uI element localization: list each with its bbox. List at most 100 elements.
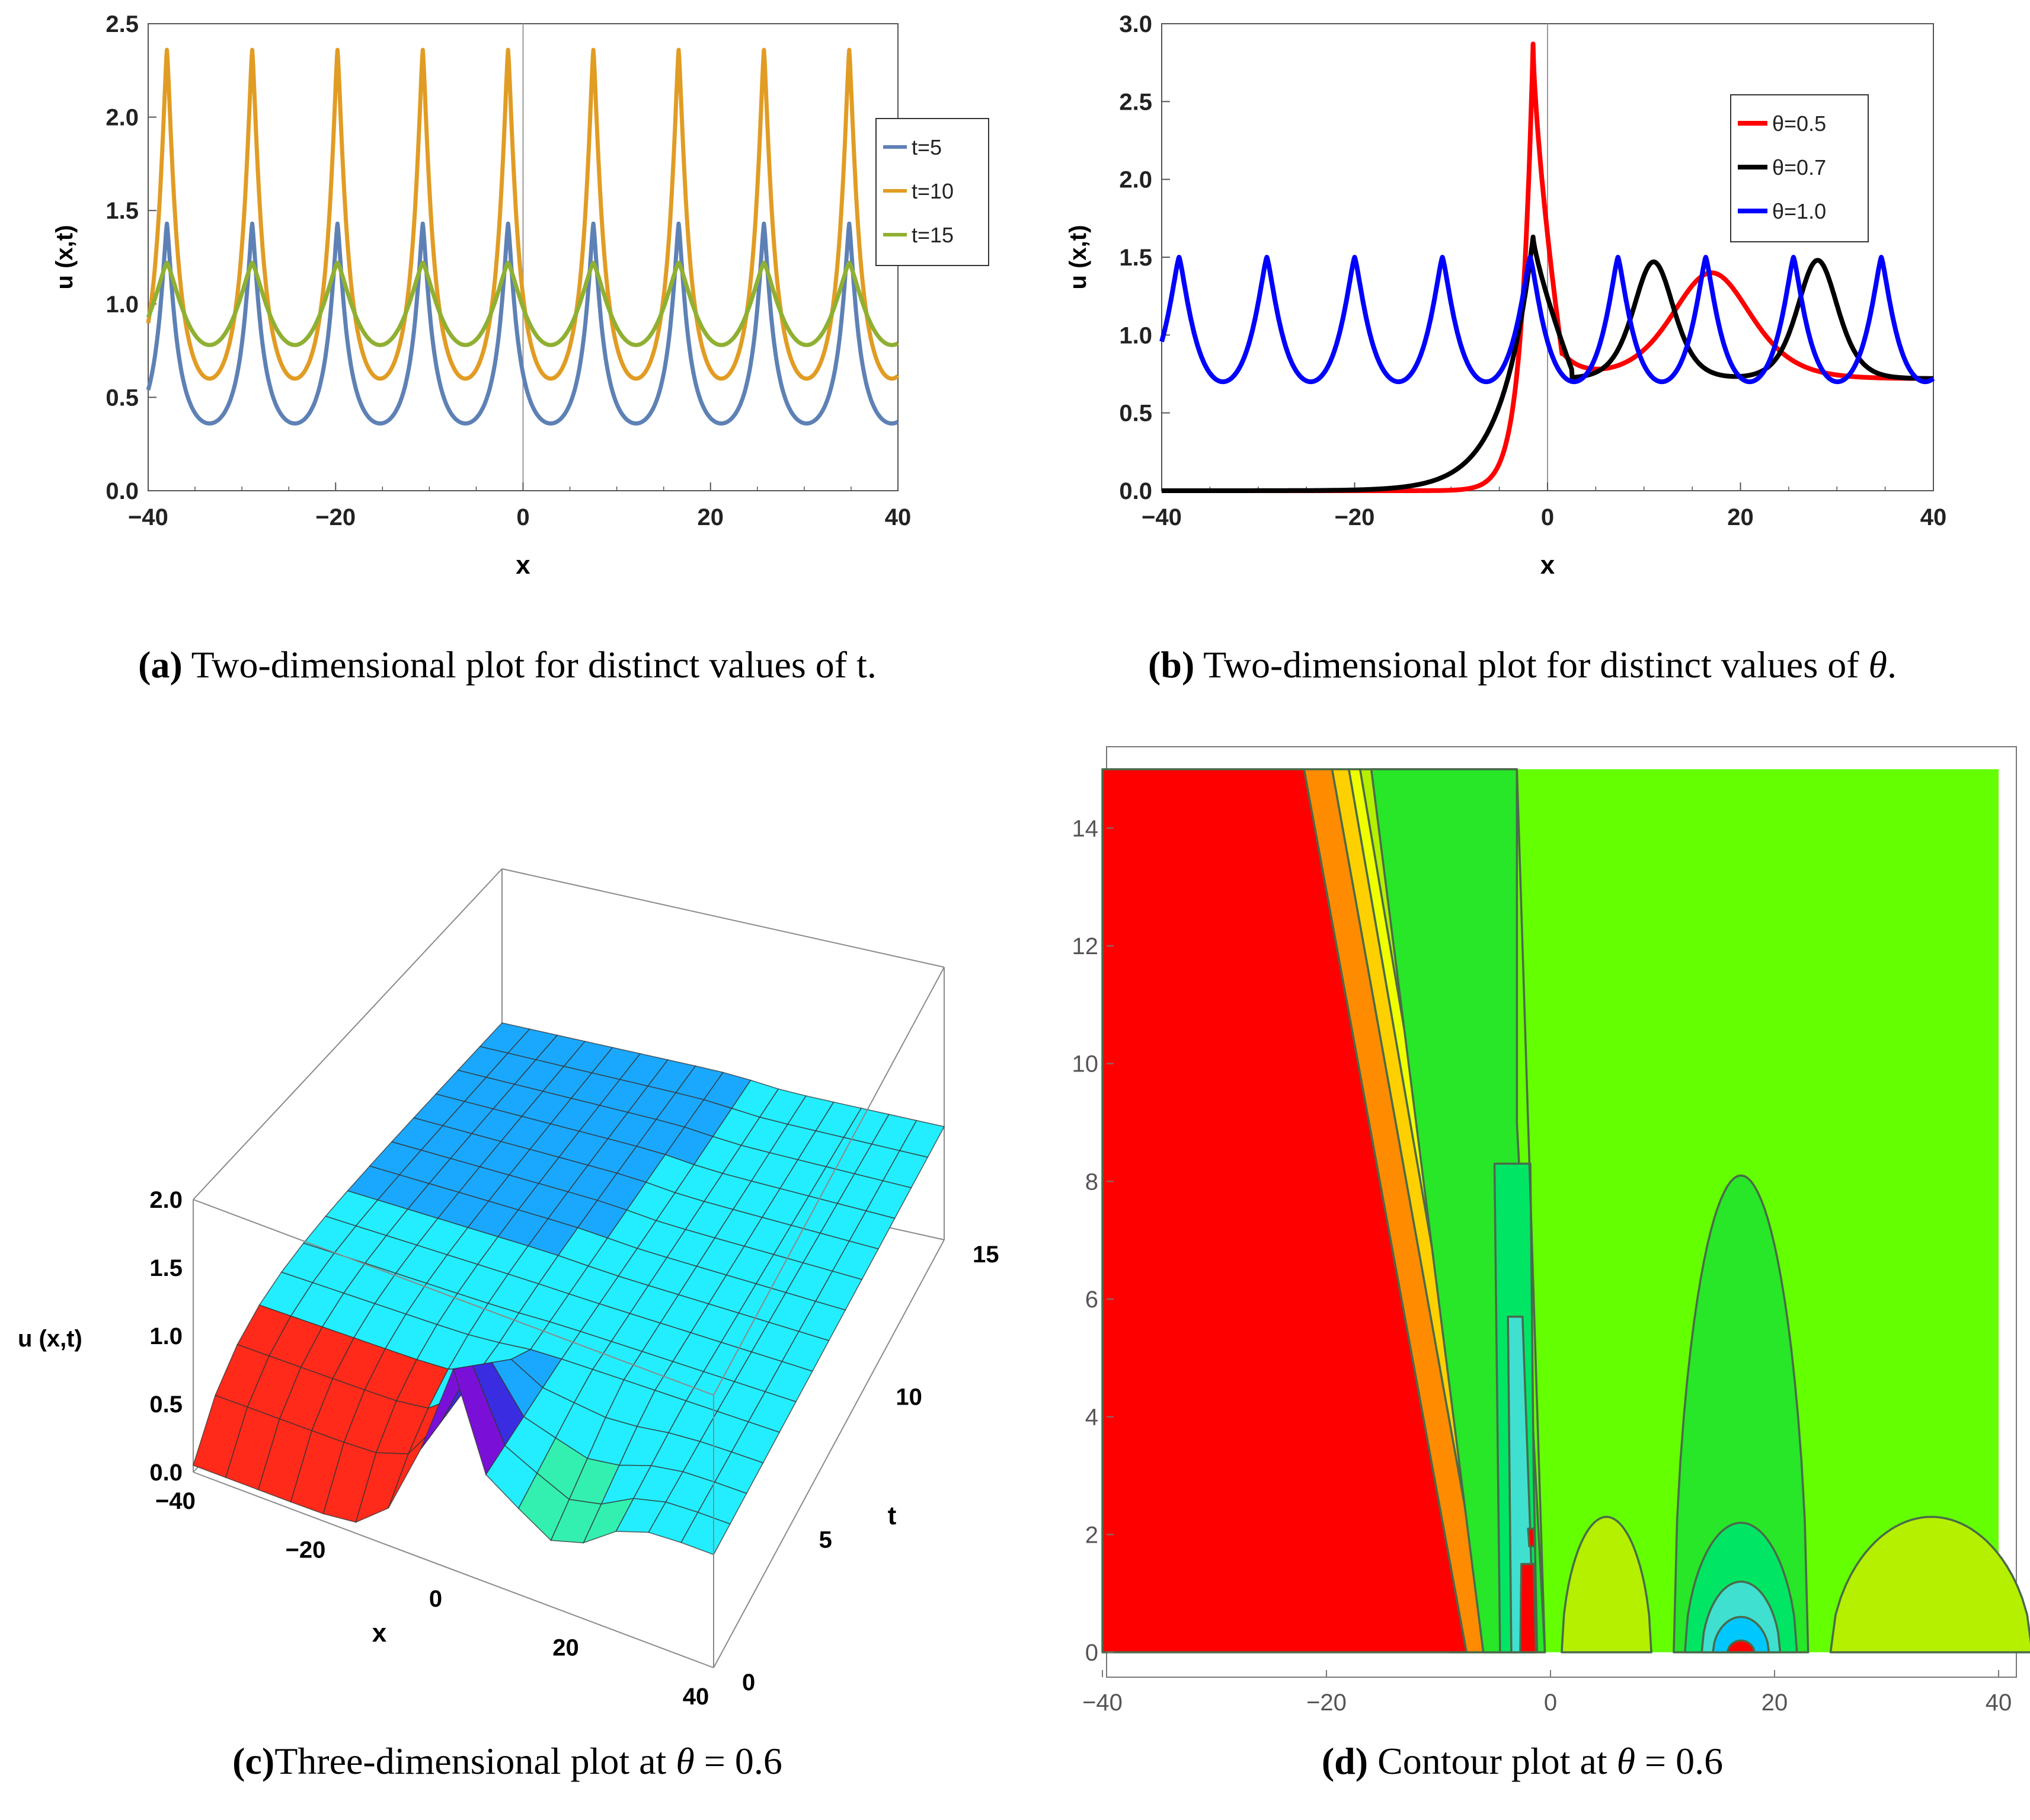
- chart-b: −40 −20 0 20 40 0.0 0.5 1.0 1.5 2.0 2.5 3.0 x u (x,t)…: [1065, 11, 1947, 580]
- d-x-tick-label: −20: [1306, 1690, 1347, 1716]
- d-level-lobe: [1712, 1616, 1770, 1653]
- a-x-tick-label: −40: [128, 504, 168, 530]
- panel-c: 0.0 0.5 1.0 1.5 2.0 u (x,t) −40 −20 0 20 40 x 0 5 10 15…: [0, 729, 1015, 1736]
- panel-d: −40 −20 0 20 40 0 2 4 6 8 10 12 14: [1015, 729, 2030, 1736]
- chart-a: −40 −20 0 20 40 0.0 0.5 1.0 1.5 2.0 2.5 x u (x,t) t=5…: [52, 11, 989, 580]
- d-y-tick-label: 4: [1085, 1405, 1098, 1431]
- caption-d-symbol: θ: [1616, 1740, 1636, 1782]
- a-x-tick-label: 20: [698, 504, 724, 530]
- caption-a-letter: (a): [138, 644, 183, 686]
- c-z-tick-label: 2.0: [149, 1187, 183, 1213]
- a-x-tick-label: 0: [516, 504, 529, 530]
- caption-b-text: Two-dimensional plot for distinct values…: [1203, 644, 1869, 686]
- c-t-tick-label: 0: [742, 1669, 755, 1696]
- c-x-tick-label: −40: [155, 1488, 196, 1514]
- b-x-tick-label: 0: [1541, 504, 1554, 530]
- d-y-tick-label: 12: [1072, 933, 1099, 959]
- a-series-line-t=15: [146, 261, 900, 347]
- a-y-tick-label: 2.0: [106, 105, 139, 131]
- c-z-tick-label: 1.0: [149, 1323, 183, 1349]
- caption-b-letter: (b): [1148, 644, 1195, 686]
- d-level-lobe: [1829, 1515, 2030, 1653]
- d-y-tick-label: 14: [1072, 815, 1099, 842]
- chart-d: −40 −20 0 20 40 0 2 4 6 8 10 12 14: [1072, 746, 2030, 1716]
- b-legend-label: θ=1.0: [1772, 199, 1826, 223]
- panel-b: −40 −20 0 20 40 0.0 0.5 1.0 1.5 2.0 2.5 3.0 x u (x,t)…: [1015, 0, 2030, 616]
- c-z-tick-label: 0.0: [149, 1460, 183, 1486]
- b-y-tick-label: 2.5: [1119, 89, 1152, 115]
- d-contour-line: [1516, 769, 1546, 1653]
- c-z-tick-label: 1.5: [149, 1255, 183, 1281]
- c-surface-patch: [680, 1511, 731, 1556]
- a-y-label: u (x,t): [52, 225, 78, 290]
- caption-a-text: Two-dimensional plot for distinct values…: [191, 644, 877, 686]
- b-y-tick-label: 0.0: [1119, 478, 1152, 504]
- a-y-tick-label: 2.5: [106, 11, 139, 37]
- caption-c-text: Three-dimensional plot at: [274, 1740, 676, 1782]
- d-x-tick-label: 0: [1544, 1690, 1557, 1716]
- d-level-lobe: [1673, 1174, 1810, 1653]
- d-level-lobe: [1726, 1639, 1756, 1653]
- caption-a: (a) Two-dimensional plot for distinct va…: [0, 643, 1015, 687]
- d-y-tick-label: 6: [1085, 1287, 1098, 1313]
- c-box-edge: [193, 1199, 714, 1396]
- a-legend-label: t=5: [912, 135, 942, 159]
- b-y-tick-label: 1.0: [1119, 322, 1152, 348]
- chart-c: 0.0 0.5 1.0 1.5 2.0 u (x,t) −40 −20 0 20 40 x 0 5 10 15…: [18, 868, 999, 1710]
- d-x-tick-label: 20: [1762, 1690, 1788, 1716]
- b-x-label: x: [1540, 551, 1555, 580]
- d-level-region: [1527, 1527, 1536, 1547]
- caption-b-text-post: .: [1887, 644, 1897, 686]
- a-x-label: x: [516, 551, 530, 580]
- b-x-tick-label: −40: [1142, 504, 1182, 530]
- caption-c-symbol: θ: [676, 1740, 695, 1782]
- d-level-region: [1519, 1563, 1537, 1653]
- b-series-line-theta-0.7: [1159, 234, 1936, 493]
- b-series-line-theta-1.0: [1159, 255, 1936, 385]
- a-y-tick-label: 1.5: [106, 198, 139, 224]
- caption-d: (d) Contour plot at θ = 0.6: [1015, 1739, 2030, 1783]
- a-series-line-t=10: [146, 47, 900, 381]
- b-x-tick-label: −20: [1335, 504, 1375, 530]
- b-legend-label: θ=0.5: [1772, 111, 1826, 136]
- a-y-tick-label: 1.0: [106, 292, 139, 318]
- b-x-tick-label: 40: [1920, 504, 1947, 530]
- c-x-label: x: [372, 1619, 387, 1648]
- d-y-tick-label: 0: [1085, 1640, 1098, 1666]
- c-t-tick-label: 10: [896, 1384, 922, 1410]
- a-series-line-t=5: [146, 221, 900, 426]
- caption-d-text-post: = 0.6: [1635, 1740, 1724, 1782]
- c-x-tick-label: 0: [429, 1586, 442, 1612]
- c-box-edge: [193, 1472, 714, 1668]
- d-x-tick-label: 40: [1986, 1690, 2012, 1716]
- d-y-tick-label: 10: [1072, 1051, 1099, 1077]
- caption-d-text: Contour plot at: [1377, 1740, 1617, 1782]
- c-z-label: u (x,t): [18, 1326, 82, 1352]
- d-y-tick-label: 2: [1085, 1522, 1098, 1548]
- a-x-tick-label: −20: [315, 504, 356, 530]
- d-y-tick-label: 8: [1085, 1169, 1098, 1195]
- panel-a: −40 −20 0 20 40 0.0 0.5 1.0 1.5 2.0 2.5 x u (x,t) t=5…: [0, 0, 1015, 616]
- c-box-edge: [713, 1239, 945, 1668]
- d-x-tick-label: −40: [1082, 1690, 1123, 1716]
- a-x-tick-label: 40: [885, 504, 912, 530]
- c-box-edge: [193, 868, 503, 1200]
- b-y-tick-label: 1.5: [1119, 245, 1152, 271]
- d-level-lobe: [1561, 1515, 1652, 1653]
- c-z-tick-label: 0.5: [149, 1392, 183, 1418]
- caption-b: (b) Two-dimensional plot for distinct va…: [1015, 643, 2030, 687]
- c-x-tick-label: 20: [552, 1635, 579, 1661]
- a-y-tick-label: 0.5: [106, 385, 139, 411]
- b-x-tick-label: 20: [1727, 504, 1754, 530]
- b-y-label: u (x,t): [1065, 225, 1091, 290]
- b-y-tick-label: 3.0: [1119, 11, 1152, 37]
- b-y-tick-label: 0.5: [1119, 401, 1152, 427]
- c-box-edge: [713, 967, 945, 1396]
- b-legend-label: θ=0.7: [1772, 155, 1826, 180]
- c-x-tick-label: 40: [683, 1684, 709, 1710]
- caption-c: (c)Three-dimensional plot at θ = 0.6: [0, 1739, 1015, 1783]
- caption-d-letter: (d): [1321, 1740, 1369, 1782]
- c-t-tick-label: 15: [973, 1242, 999, 1268]
- a-legend-label: t=10: [912, 179, 954, 203]
- c-t-label: t: [888, 1501, 897, 1530]
